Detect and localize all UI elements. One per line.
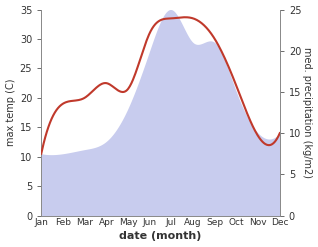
Y-axis label: med. precipitation (kg/m2): med. precipitation (kg/m2) (302, 47, 313, 178)
Y-axis label: max temp (C): max temp (C) (5, 79, 16, 146)
X-axis label: date (month): date (month) (119, 231, 202, 242)
